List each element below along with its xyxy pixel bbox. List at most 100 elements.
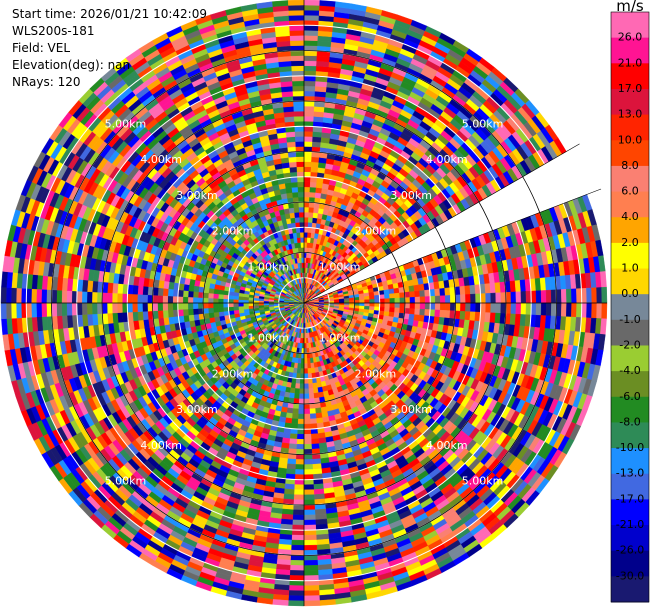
gate-cell	[297, 408, 305, 415]
gate-cell	[293, 499, 305, 506]
gate-cell	[459, 285, 466, 296]
gate-cell	[560, 302, 567, 317]
gate-cell	[294, 484, 305, 491]
gate-cell	[530, 290, 537, 304]
gate-cell	[591, 302, 598, 319]
gate-cell	[349, 300, 355, 304]
gate-cell	[319, 599, 336, 606]
gate-cell	[550, 302, 557, 317]
gate-cell	[374, 298, 380, 304]
gate-cell	[303, 393, 310, 400]
gate-cell	[404, 302, 411, 309]
gate-cell	[313, 111, 325, 118]
gate-cell	[303, 146, 313, 152]
gate-cell	[303, 80, 316, 87]
gate-cell	[296, 433, 305, 440]
gate-cell	[303, 156, 312, 162]
gate-cell	[414, 308, 421, 316]
gate-cell	[303, 151, 313, 157]
ray	[303, 40, 470, 304]
gate-cell	[540, 302, 547, 316]
gate-cell	[290, 544, 305, 551]
gate-cell	[408, 285, 415, 293]
gate-cell	[576, 302, 582, 318]
gate-cell	[272, 599, 289, 606]
gate-cell	[484, 283, 491, 294]
gate-cell	[303, 464, 313, 470]
gate-cell	[303, 418, 311, 425]
gate-cell	[419, 302, 426, 310]
gate-cell	[303, 166, 312, 173]
gate-cell	[303, 95, 316, 102]
gate-cell	[310, 433, 319, 440]
gate-cell	[303, 100, 315, 107]
gate-cell	[303, 373, 309, 379]
gate-cell	[303, 388, 309, 395]
gate-cell	[600, 318, 607, 335]
gate-cell	[291, 418, 299, 425]
gate-cell	[530, 302, 537, 316]
gate-cell	[545, 289, 552, 304]
gate-cell	[408, 313, 415, 321]
gate-cell	[300, 353, 305, 359]
gate-cell	[359, 296, 365, 301]
gate-cell	[303, 115, 314, 122]
gate-cell	[364, 295, 370, 301]
gate-cell	[469, 284, 476, 295]
gate-cell	[359, 299, 365, 304]
gate-cell	[306, 363, 312, 369]
gate-cell	[311, 156, 320, 163]
gate-cell	[596, 287, 603, 304]
gate-cell	[315, 412, 323, 419]
gate-cell	[455, 294, 461, 304]
gate-cell	[303, 570, 319, 576]
gate-cell	[297, 413, 305, 420]
gate-cell	[379, 294, 385, 300]
gate-cell	[303, 595, 320, 602]
gate-cell	[303, 176, 311, 183]
gate-cell	[306, 353, 311, 359]
gate-cell	[300, 368, 305, 374]
gate-cell	[313, 392, 320, 399]
ray	[303, 10, 398, 304]
gate-cell	[299, 388, 305, 395]
gate-cell	[303, 126, 314, 132]
gate-cell	[293, 393, 300, 400]
gate-cell	[289, 565, 305, 571]
gate-cell	[303, 353, 308, 359]
gate-cell	[309, 186, 317, 193]
gate-cell	[303, 191, 311, 198]
gate-cell	[470, 302, 476, 313]
gate-cell	[300, 363, 305, 369]
gate-cell	[364, 299, 370, 304]
gate-cell	[309, 181, 317, 188]
gate-cell	[312, 131, 323, 138]
gate-cell	[303, 444, 312, 450]
gate-cell	[303, 363, 308, 369]
gate-cell	[289, 575, 305, 581]
gate-cell	[303, 504, 316, 511]
gate-cell	[303, 211, 309, 218]
gate-cell	[294, 469, 305, 475]
gate-cell	[500, 302, 507, 314]
gate-cell	[505, 291, 512, 304]
gate-cell	[469, 311, 476, 322]
gate-cell	[303, 35, 319, 41]
gate-cell	[291, 534, 305, 541]
gate-cell	[571, 288, 577, 304]
gate-cell	[303, 131, 314, 137]
gate-cell	[303, 232, 308, 238]
gate-cell	[306, 347, 310, 354]
gate-cell	[299, 383, 305, 390]
gate-cell	[303, 141, 313, 147]
gate-cell	[384, 293, 390, 299]
gate-cell	[303, 454, 313, 460]
gate-cell	[303, 575, 319, 581]
gate-cell	[369, 295, 375, 300]
gate-cell	[464, 311, 471, 321]
gate-cell	[285, 468, 296, 475]
gate-cell	[303, 489, 315, 496]
gate-cell	[303, 343, 307, 349]
gate-cell	[291, 413, 299, 420]
gate-cell	[465, 302, 471, 312]
